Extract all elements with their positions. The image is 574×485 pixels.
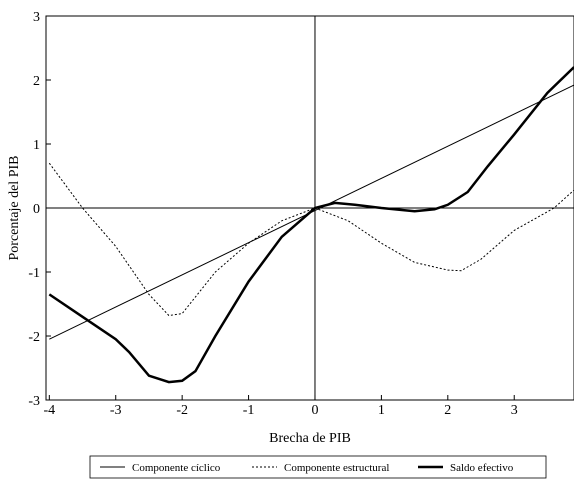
series-line — [48, 66, 574, 384]
x-tick-label: 1 — [378, 403, 385, 418]
x-tick-label: -3 — [110, 403, 122, 418]
series-line — [48, 162, 574, 317]
y-tick-label: 1 — [33, 138, 40, 153]
x-tick-label: 3 — [511, 403, 518, 418]
y-tick-label: -1 — [28, 266, 40, 281]
x-tick-label: -4 — [43, 403, 55, 418]
y-tick-label: 2 — [33, 74, 40, 89]
legend-label: Saldo efectivo — [450, 462, 514, 474]
legend-label: Componente cíclico — [132, 462, 221, 474]
x-axis-label: Brecha de PIB — [269, 431, 351, 446]
x-tick-label: 2 — [444, 403, 451, 418]
x-tick-label: 0 — [311, 403, 318, 418]
y-tick-label: -3 — [28, 394, 40, 409]
legend-label: Componente estructural — [284, 462, 389, 474]
y-tick-label: 3 — [33, 10, 40, 25]
x-tick-label: -2 — [176, 403, 188, 418]
legend-box — [89, 455, 547, 479]
y-tick-label: 0 — [33, 202, 40, 217]
y-tick-label: -2 — [28, 330, 40, 345]
y-axis-label: Porcentaje del PIB — [7, 156, 22, 261]
x-tick-label: -1 — [243, 403, 255, 418]
